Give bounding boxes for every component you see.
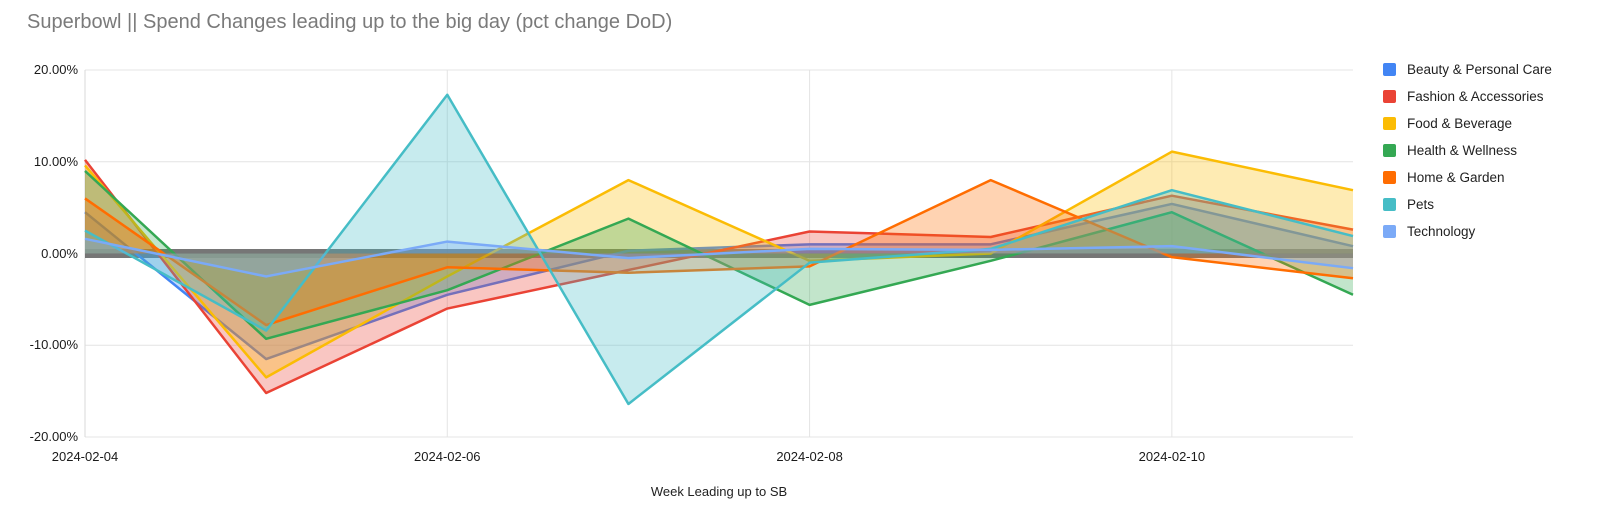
- legend-item-technology[interactable]: Technology: [1383, 218, 1552, 245]
- legend-label: Pets: [1407, 197, 1435, 212]
- series-area: [85, 180, 1353, 326]
- legend-swatch: [1383, 90, 1396, 103]
- legend-label: Food & Beverage: [1407, 116, 1513, 131]
- legend-swatch: [1383, 171, 1396, 184]
- y-tick-label: 20.00%: [33, 62, 78, 77]
- y-tick-label: 10.00%: [33, 153, 78, 169]
- legend-swatch: [1383, 225, 1396, 238]
- series-area: [85, 159, 1353, 393]
- legend-swatch: [1383, 144, 1396, 157]
- legend-item-fashion-accessories[interactable]: Fashion & Accessories: [1383, 83, 1552, 110]
- legend-label: Beauty & Personal Care: [1407, 62, 1552, 77]
- x-tick-label: 2024-02-08: [776, 449, 843, 464]
- legend-swatch: [1383, 198, 1396, 211]
- x-tick-label: 2024-02-06: [414, 449, 481, 464]
- legend-label: Fashion & Accessories: [1407, 89, 1544, 104]
- chart-title: Superbowl || Spend Changes leading up to…: [27, 11, 673, 33]
- legend-label: Home & Garden: [1407, 170, 1505, 185]
- y-tick-label: 0.00%: [41, 245, 78, 261]
- series-area: [85, 238, 1353, 277]
- legend-item-food-beverage[interactable]: Food & Beverage: [1383, 110, 1552, 137]
- y-tick-label: -10.00%: [29, 337, 78, 353]
- legend-swatch: [1383, 63, 1396, 76]
- legend-item-home-garden[interactable]: Home & Garden: [1383, 164, 1552, 191]
- legend-swatch: [1383, 117, 1396, 130]
- series-line: [84, 93, 1354, 406]
- series-line: [84, 170, 1354, 341]
- series-line: [84, 178, 1354, 327]
- series-area: [85, 170, 1353, 339]
- x-tick-label: 2024-02-04: [51, 449, 119, 464]
- x-axis-title: Week Leading up to SB: [650, 484, 788, 499]
- series-area: [85, 151, 1353, 378]
- legend-item-pets[interactable]: Pets: [1383, 191, 1552, 218]
- series-line: [84, 159, 1354, 395]
- legend: Beauty & Personal Care Fashion & Accessor…: [1383, 56, 1552, 245]
- legend-label: Technology: [1407, 224, 1476, 239]
- series-area: [85, 94, 1353, 404]
- series-area: [85, 203, 1353, 360]
- legend-label: Health & Wellness: [1407, 143, 1518, 158]
- series-line: [84, 150, 1354, 379]
- y-tick-label: -20.00%: [29, 429, 78, 444]
- legend-item-health-wellness[interactable]: Health & Wellness: [1383, 137, 1552, 164]
- series-line: [84, 202, 1354, 361]
- legend-item-beauty-personal-care[interactable]: Beauty & Personal Care: [1383, 56, 1552, 83]
- series-line: [84, 237, 1354, 278]
- x-tick-label: 2024-02-10: [1138, 449, 1206, 464]
